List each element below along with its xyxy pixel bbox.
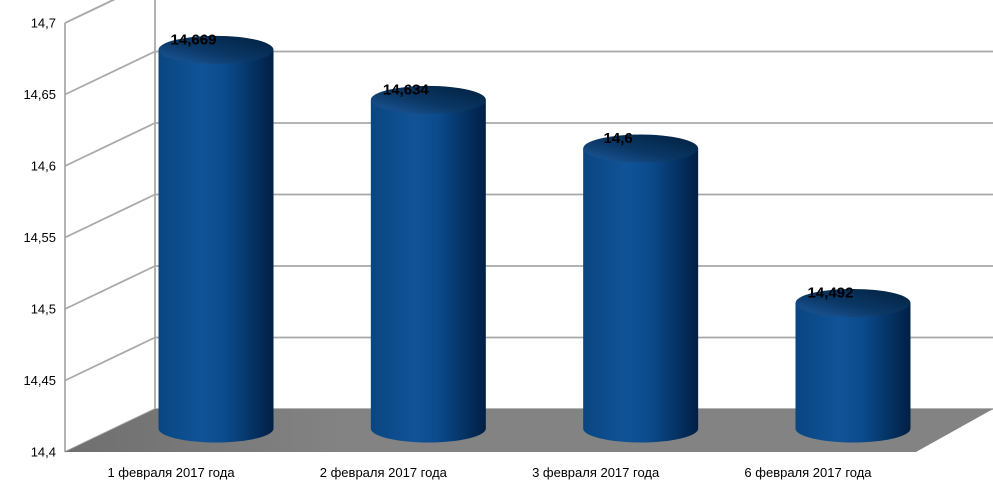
bar-value-label: 14,634 xyxy=(383,81,430,98)
cylinder-top xyxy=(583,134,699,163)
cylinder-top xyxy=(370,85,486,114)
category-label: 3 февраля 2017 года xyxy=(532,465,660,480)
y-tick-label: 14,55 xyxy=(23,230,56,245)
sidewall-gridline xyxy=(64,265,156,310)
cylinder-body xyxy=(370,99,486,429)
cylinder-top xyxy=(795,288,911,317)
category-label: 1 февраля 2017 года xyxy=(107,465,235,480)
category-label: 2 февраля 2017 года xyxy=(320,465,448,480)
y-tick-label: 14,45 xyxy=(23,373,56,388)
sidewall-gridline xyxy=(64,0,116,24)
bar-value-label: 14,669 xyxy=(171,31,217,48)
y-tick-label: 14,5 xyxy=(31,302,56,317)
sidewall-gridline xyxy=(64,50,156,96)
cylinder-body xyxy=(795,302,911,429)
bar-value-label: 14,492 xyxy=(808,284,854,301)
chart-floor xyxy=(65,409,993,452)
bar-value-label: 14,6 xyxy=(604,130,633,147)
sidewall-gridline xyxy=(64,193,156,239)
category-label: 6 февраля 2017 года xyxy=(744,465,872,480)
y-tick-label: 14,6 xyxy=(31,159,56,174)
sidewall-top-edge xyxy=(64,0,116,24)
cylinder-body xyxy=(158,49,274,429)
y-tick-label: 14,4 xyxy=(31,445,56,460)
cylinder-top xyxy=(158,35,274,64)
sidewall-gridline xyxy=(64,336,156,382)
y-tick-label: 14,7 xyxy=(31,16,56,31)
y-tick-label: 14,65 xyxy=(23,87,56,102)
sidewall-gridline xyxy=(64,122,156,167)
cylinder-body xyxy=(583,148,699,429)
